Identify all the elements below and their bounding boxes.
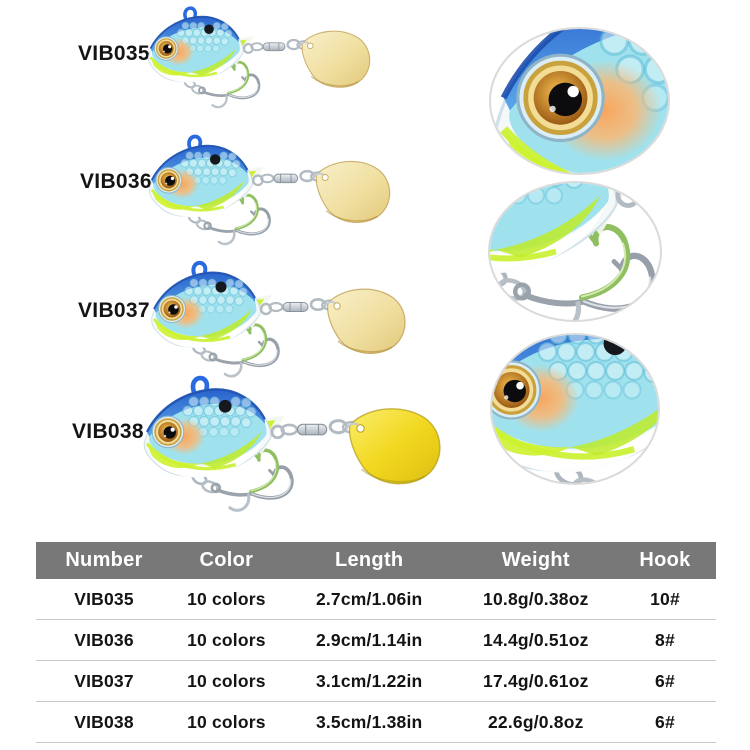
lure-label-vib036: VIB036 <box>80 170 152 193</box>
spec-table: Number Color Length Weight Hook VIB035 1… <box>36 542 716 743</box>
cell-hook: 10# <box>613 579 716 620</box>
cell-number: VIB036 <box>36 619 172 661</box>
eye-closeup-image <box>491 29 668 173</box>
col-header-weight: Weight <box>457 542 614 579</box>
hook-closeup-image <box>490 183 660 320</box>
table-row-vib035: VIB035 10 colors 2.7cm/1.06in 10.8g/0.38… <box>36 579 716 620</box>
body-closeup-image <box>492 335 658 483</box>
cell-color: 10 colors <box>172 660 281 702</box>
cell-hook: 6# <box>613 701 716 743</box>
lure-label-vib037: VIB037 <box>78 299 150 322</box>
col-header-length: Length <box>280 542 458 579</box>
detail-body-closeup <box>490 333 660 485</box>
col-header-hook: Hook <box>613 542 716 579</box>
lure-image-vib036 <box>140 131 425 259</box>
spec-table-header: Number Color Length Weight Hook <box>36 542 716 579</box>
cell-number: VIB038 <box>36 701 172 743</box>
table-row-vib037: VIB037 10 colors 3.1cm/1.22in 17.4g/0.61… <box>36 660 716 702</box>
col-header-number: Number <box>36 542 172 579</box>
cell-length: 3.5cm/1.38in <box>280 701 458 743</box>
lure-image-vib038 <box>133 371 483 529</box>
lure-label-vib038: VIB038 <box>72 420 144 443</box>
detail-eye-closeup <box>489 27 670 175</box>
cell-color: 10 colors <box>172 619 281 661</box>
cell-weight: 14.4g/0.51oz <box>457 619 614 661</box>
cell-weight: 22.6g/0.8oz <box>457 701 614 743</box>
lure-label-vib035: VIB035 <box>78 42 150 65</box>
cell-color: 10 colors <box>172 701 281 743</box>
cell-weight: 10.8g/0.38oz <box>457 579 614 620</box>
cell-number: VIB035 <box>36 579 172 620</box>
col-header-color: Color <box>172 542 281 579</box>
lure-image-vib035 <box>140 3 402 121</box>
cell-weight: 17.4g/0.61oz <box>457 660 614 702</box>
cell-length: 2.9cm/1.14in <box>280 619 458 661</box>
cell-color: 10 colors <box>172 579 281 620</box>
table-row-vib036: VIB036 10 colors 2.9cm/1.14in 14.4g/0.51… <box>36 619 716 661</box>
cell-length: 3.1cm/1.22in <box>280 660 458 702</box>
cell-hook: 8# <box>613 619 716 661</box>
detail-hook-closeup <box>488 181 662 322</box>
cell-length: 2.7cm/1.06in <box>280 579 458 620</box>
cell-number: VIB037 <box>36 660 172 702</box>
cell-hook: 6# <box>613 660 716 702</box>
table-row-vib038: VIB038 10 colors 3.5cm/1.38in 22.6g/0.8o… <box>36 701 716 743</box>
